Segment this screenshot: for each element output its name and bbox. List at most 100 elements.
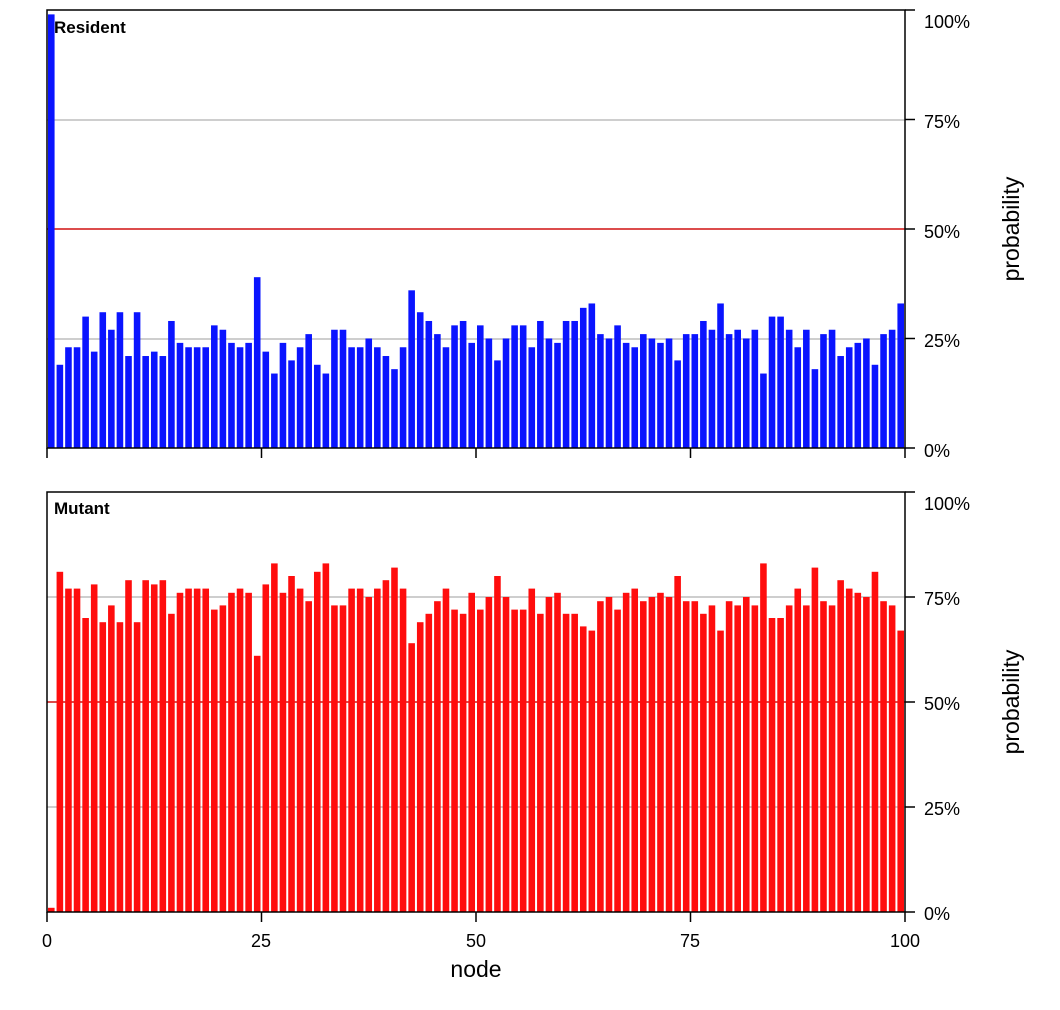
bar-node-30 xyxy=(305,601,312,912)
bar-node-26 xyxy=(271,563,278,912)
bar-node-31 xyxy=(313,364,321,448)
bar-node-96 xyxy=(871,571,879,912)
bar-node-66 xyxy=(614,325,621,448)
bar-node-63 xyxy=(588,630,596,912)
bar-node-3 xyxy=(73,588,81,912)
bar-node-84 xyxy=(768,618,776,912)
bar-node-6 xyxy=(99,622,107,912)
bar-node-44 xyxy=(425,613,433,912)
bar-node-19 xyxy=(211,325,218,448)
bar-node-81 xyxy=(742,338,750,448)
bar-node-47 xyxy=(451,325,458,448)
bar-node-28 xyxy=(288,576,295,912)
bar-node-79 xyxy=(725,601,733,912)
bar-node-95 xyxy=(863,597,870,912)
bar-node-35 xyxy=(348,588,355,912)
bar-node-52 xyxy=(494,576,501,912)
bar-node-37 xyxy=(365,338,373,448)
bar-node-65 xyxy=(605,597,613,912)
bar-node-4 xyxy=(82,316,89,448)
bar-node-34 xyxy=(339,605,347,912)
y-tick-label: 50% xyxy=(924,694,960,714)
bar-node-75 xyxy=(691,601,699,912)
bar-node-62 xyxy=(579,307,587,448)
bar-node-4 xyxy=(82,618,89,912)
bar-node-21 xyxy=(228,592,235,912)
x-tick-label: 75 xyxy=(680,931,700,951)
bar-node-59 xyxy=(554,342,561,448)
bar-node-38 xyxy=(374,588,381,912)
bar-node-54 xyxy=(511,325,518,448)
bar-node-90 xyxy=(820,334,827,448)
bar-node-63 xyxy=(588,303,596,448)
bar-node-74 xyxy=(682,601,690,912)
bar-node-89 xyxy=(811,369,819,448)
bar-node-46 xyxy=(442,588,450,912)
y-tick-label: 75% xyxy=(924,112,960,132)
bar-node-31 xyxy=(313,571,321,912)
bar-node-89 xyxy=(811,567,819,912)
bar-node-94 xyxy=(854,592,862,912)
bar-node-76 xyxy=(700,613,707,912)
bar-node-78 xyxy=(717,303,724,448)
bar-node-17 xyxy=(193,347,201,448)
bar-node-75 xyxy=(691,334,699,448)
bar-node-48 xyxy=(459,613,467,912)
bar-node-87 xyxy=(794,588,802,912)
bar-node-40 xyxy=(391,567,398,912)
bar-node-87 xyxy=(794,347,802,448)
bar-node-0 xyxy=(48,14,55,448)
x-tick-label: 50 xyxy=(466,931,486,951)
bar-node-29 xyxy=(296,588,304,912)
bar-node-42 xyxy=(408,643,415,912)
bar-node-85 xyxy=(777,316,784,448)
y-tick-label: 0% xyxy=(924,904,950,924)
bar-node-12 xyxy=(150,351,158,448)
bar-node-65 xyxy=(605,338,613,448)
bar-node-30 xyxy=(305,334,312,448)
resident-panel: Resident 0% 25% 50% 75% 100% probability xyxy=(46,9,1024,461)
bar-node-32 xyxy=(322,373,330,448)
bar-node-61 xyxy=(571,613,578,912)
bar-node-19 xyxy=(211,609,218,912)
bar-node-53 xyxy=(502,597,510,912)
bar-node-23 xyxy=(245,592,252,912)
bar-node-28 xyxy=(288,360,295,448)
bar-node-9 xyxy=(125,580,132,912)
bar-node-80 xyxy=(734,329,741,448)
bar-node-29 xyxy=(296,347,304,448)
bar-node-73 xyxy=(674,360,681,448)
resident-bars xyxy=(48,14,904,448)
bar-node-43 xyxy=(416,312,424,448)
x-tick-label: 25 xyxy=(251,931,271,951)
panel-title: Mutant xyxy=(54,499,110,518)
y-tick-label: 0% xyxy=(924,441,950,461)
bar-node-96 xyxy=(871,364,879,448)
bar-node-17 xyxy=(193,588,201,912)
bar-node-50 xyxy=(477,609,484,912)
bar-node-64 xyxy=(597,334,604,448)
bar-node-98 xyxy=(888,605,896,912)
bar-node-72 xyxy=(665,597,673,912)
bar-node-15 xyxy=(176,342,184,448)
bar-node-40 xyxy=(391,369,398,448)
bar-node-77 xyxy=(708,329,716,448)
bar-node-13 xyxy=(159,356,167,448)
bar-node-82 xyxy=(751,329,759,448)
bar-node-5 xyxy=(90,351,98,448)
bar-node-58 xyxy=(545,338,553,448)
bar-node-44 xyxy=(425,320,433,448)
bar-node-68 xyxy=(631,588,639,912)
x-tick-marks xyxy=(46,912,906,922)
bar-node-55 xyxy=(519,609,527,912)
y-axis-title: probability xyxy=(998,176,1024,281)
bar-node-91 xyxy=(828,329,836,448)
bar-node-84 xyxy=(768,316,776,448)
bar-node-55 xyxy=(519,325,527,448)
bar-node-86 xyxy=(785,329,793,448)
bar-node-12 xyxy=(150,584,158,912)
bar-node-1 xyxy=(56,364,64,448)
bar-node-2 xyxy=(65,588,72,912)
bar-node-74 xyxy=(682,334,690,448)
bar-node-99 xyxy=(897,303,904,448)
